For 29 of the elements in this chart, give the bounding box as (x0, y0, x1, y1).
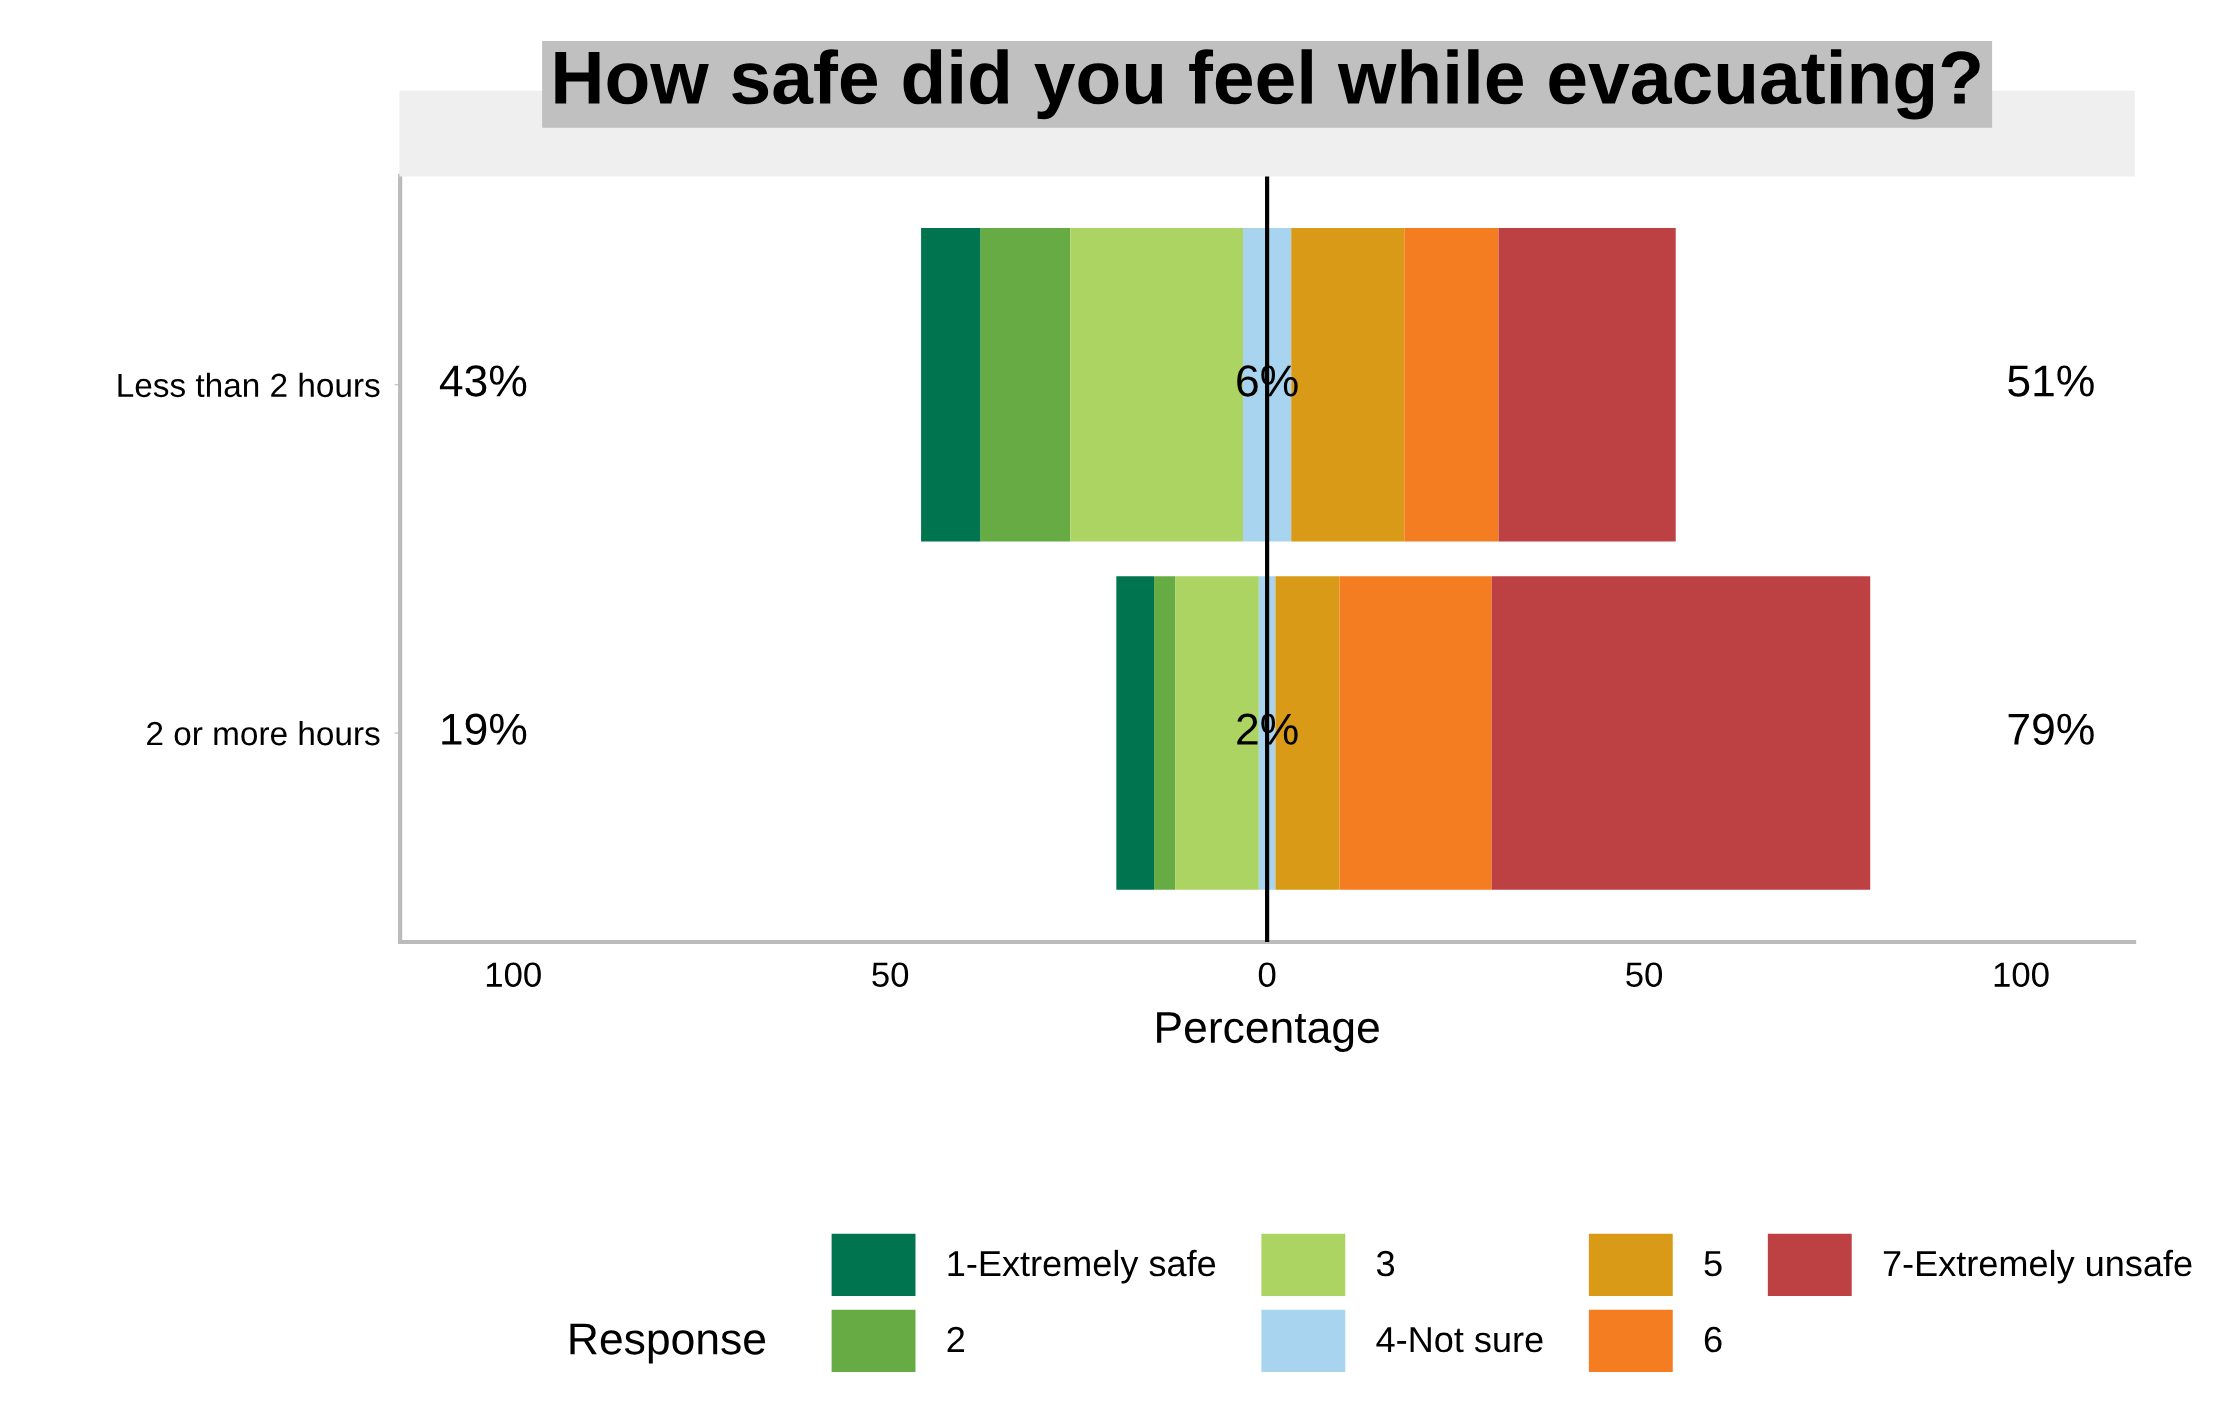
bar (1154, 576, 1176, 890)
bar (1404, 228, 1499, 542)
annotation: 43% (439, 365, 527, 397)
bar (980, 228, 1071, 542)
x-tick-label: 50 (872, 962, 909, 987)
x-tick-label: 50 (1626, 962, 1663, 987)
x-axis-title: Percentage (1157, 1012, 1379, 1052)
x-tick-label: 100 (1994, 962, 2049, 987)
y-tick-label: Less than 2 hours (118, 372, 380, 398)
legend-label: 1-Extremely safe (948, 1249, 1216, 1284)
bar (1498, 228, 1676, 542)
legend-label: 5 (1704, 1251, 1722, 1277)
x-tick-label: 100 (486, 962, 541, 987)
legend-label: 2 (947, 1326, 965, 1353)
bar (921, 228, 981, 542)
annotation: 51% (2008, 365, 2094, 397)
x-tick-label: 0 (1258, 962, 1276, 987)
legend-label: 4-Not sure (1376, 1327, 1543, 1353)
bar (1339, 576, 1492, 890)
annotation: 79% (2008, 713, 2094, 745)
bar (1491, 576, 1871, 890)
annotation: 19% (442, 713, 527, 745)
chart-title: How safe did you feel while evacuating? (555, 49, 1980, 120)
legend-title: Response (570, 1323, 765, 1364)
legend-label: 7-Extremely unsafe (1883, 1249, 2192, 1284)
legend-label: 3 (1376, 1250, 1395, 1277)
bar (1116, 576, 1155, 890)
legend-label: 6 (1704, 1326, 1722, 1353)
y-tick-label: 2 or more hours (147, 720, 380, 746)
